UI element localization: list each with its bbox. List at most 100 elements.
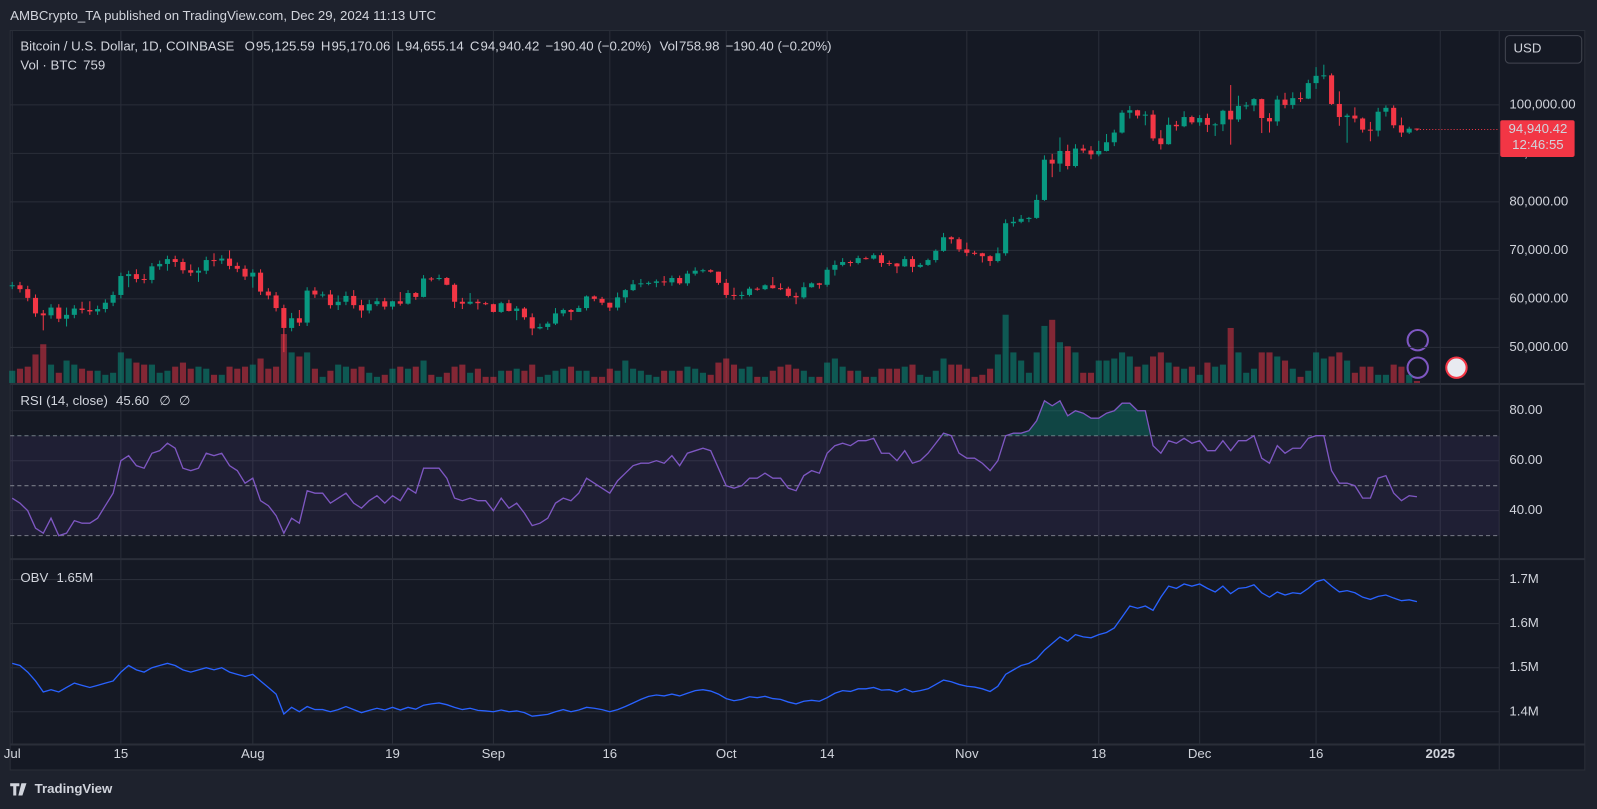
- candle-body: [816, 283, 822, 285]
- legend-text: 94,655.14: [405, 38, 464, 53]
- candle-body: [64, 314, 70, 319]
- volume-bar: [1344, 360, 1351, 383]
- volume-bar: [1398, 366, 1405, 383]
- volume-bar: [1095, 360, 1102, 383]
- candle-body: [1297, 98, 1304, 100]
- legend-text: Vol: [660, 38, 678, 53]
- candle-body: [514, 308, 520, 311]
- volume-bar: [761, 376, 769, 383]
- volume-bar: [428, 374, 435, 383]
- volume-bar: [831, 358, 838, 383]
- volume-bar: [816, 376, 823, 383]
- legend-text: O: [245, 38, 255, 53]
- candle-body: [832, 264, 838, 270]
- candle-body: [335, 301, 341, 306]
- volume-bar: [599, 376, 606, 383]
- volume-bar: [304, 352, 311, 383]
- candle-body: [32, 297, 39, 314]
- volume-bar: [32, 354, 39, 383]
- volume-bar: [715, 362, 722, 383]
- volume-bar: [591, 376, 598, 383]
- candle-body: [56, 307, 62, 319]
- volume-bar: [544, 374, 551, 383]
- volume-bar: [125, 358, 132, 383]
- volume-bar: [948, 364, 955, 383]
- volume-bar: [459, 364, 466, 383]
- volume-bar: [1157, 352, 1164, 383]
- candle-body: [490, 304, 496, 312]
- volume-bar: [1134, 366, 1141, 383]
- volume-bar: [1173, 366, 1180, 383]
- candle-body: [1034, 199, 1040, 218]
- volume-bar: [1056, 342, 1064, 383]
- volume-bar: [940, 358, 947, 383]
- candle-body: [273, 295, 279, 309]
- candle-body: [1119, 112, 1125, 133]
- volume-bar: [1018, 360, 1025, 383]
- candle-body: [87, 309, 93, 312]
- volume-bar: [668, 370, 675, 383]
- candle-body: [855, 258, 861, 263]
- candle-body: [436, 277, 442, 280]
- flag-icon[interactable]: [1445, 356, 1468, 379]
- y-tick-label: 60.00: [1509, 452, 1542, 467]
- candle-body: [374, 301, 380, 305]
- volume-bar: [436, 376, 443, 383]
- candle-body: [537, 326, 543, 329]
- candle-body: [1375, 111, 1381, 131]
- candle-body: [692, 270, 698, 274]
- candle-body: [1360, 118, 1366, 130]
- candle-body: [948, 237, 954, 240]
- candle-body: [1235, 105, 1242, 120]
- volume-bar: [886, 368, 893, 383]
- candle-body: [521, 308, 527, 318]
- volume-bar: [971, 376, 978, 383]
- ai-icon[interactable]: [1406, 328, 1429, 352]
- candle-body: [506, 303, 512, 311]
- flash-icon[interactable]: [1406, 356, 1429, 379]
- price-label-box: [1500, 120, 1575, 157]
- candle-body: [840, 261, 846, 265]
- candle-body: [1321, 75, 1327, 77]
- legend-text: OBV: [20, 570, 48, 585]
- candle-body: [126, 274, 132, 277]
- volume-bar: [769, 370, 776, 383]
- candle-body: [413, 293, 419, 297]
- candle-body: [40, 313, 46, 316]
- candle-body: [351, 295, 357, 306]
- candle-body: [1057, 150, 1063, 164]
- tv-logo: [10, 783, 27, 796]
- volume-bar: [676, 370, 683, 383]
- volume-bar: [389, 368, 396, 383]
- countdown: 12:46:55: [1512, 137, 1564, 152]
- candle-body: [1197, 118, 1203, 123]
- volume-bar: [606, 368, 613, 383]
- volume-bar: [1328, 356, 1335, 383]
- currency-button[interactable]: [1504, 35, 1583, 64]
- volume-bar: [1227, 327, 1234, 383]
- candle-body: [785, 288, 791, 296]
- volume-bar: [839, 366, 846, 383]
- candle-body: [1212, 124, 1218, 126]
- volume-bar: [1289, 368, 1296, 383]
- volume-bar: [622, 360, 629, 383]
- volume-bar: [117, 352, 124, 383]
- volume-bar: [296, 356, 303, 383]
- legend-text: L: [396, 38, 403, 53]
- volume-bar: [218, 374, 225, 383]
- candle-body: [1041, 159, 1047, 200]
- candle-body: [188, 270, 194, 273]
- volume-bar: [1336, 352, 1343, 383]
- volume-bar: [785, 364, 792, 383]
- legend-text: C: [470, 38, 480, 53]
- volume-bar: [963, 368, 970, 383]
- candle-body: [172, 259, 178, 262]
- volume-bar: [164, 370, 171, 383]
- volume-bar: [24, 366, 31, 383]
- volume-bar: [870, 376, 877, 383]
- x-tick-label: 16: [1309, 746, 1324, 761]
- volume-bar: [707, 374, 714, 383]
- candle-body: [1329, 75, 1335, 104]
- candle-body: [1282, 99, 1288, 105]
- x-tick-label: 16: [602, 746, 617, 761]
